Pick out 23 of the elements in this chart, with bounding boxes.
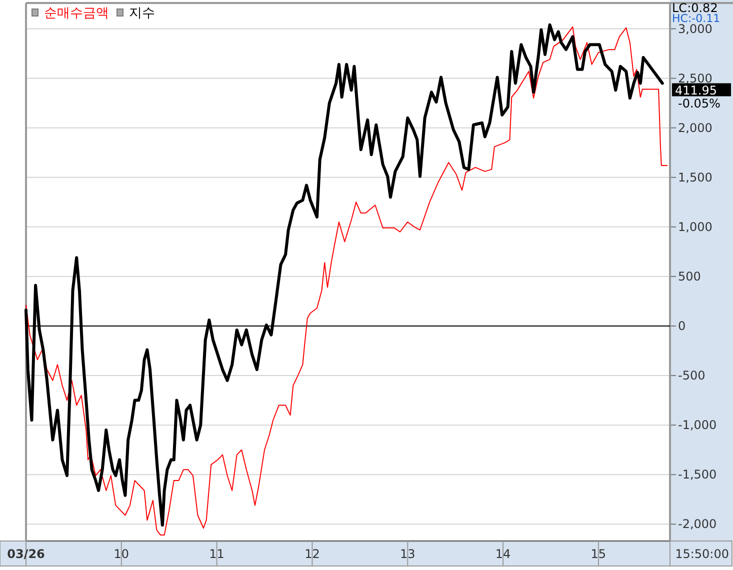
y-tick-label: -1,000	[678, 418, 717, 432]
text: 지수	[129, 6, 155, 21]
text: LC:0.82	[672, 1, 718, 15]
y-tick-label: -1,500	[678, 468, 717, 482]
annotation: 411.95	[675, 83, 717, 98]
y-tick-label: 2,500	[678, 71, 712, 86]
x-tick-label: 03/26	[7, 547, 45, 561]
y-tick-label: 1,000	[678, 220, 712, 234]
y-tick-label: -2,000	[678, 517, 717, 532]
y-tick-label: -500	[678, 368, 706, 383]
text: -0.05%	[678, 96, 720, 110]
x-tick-label: 14	[495, 547, 511, 561]
text: 15:50:00	[675, 547, 729, 561]
y-tick-label: 0	[678, 319, 686, 333]
x-tick-label: 10	[114, 547, 130, 561]
x-tick-label: 11	[209, 547, 224, 561]
y-tick-label: 1,500	[678, 170, 712, 184]
x-tick-label: 12	[304, 547, 320, 561]
y-tick-label: 500	[678, 269, 701, 284]
y-tick-label: 2,000	[678, 120, 712, 135]
text: 순매수금액	[44, 6, 109, 21]
x-tick-label: 15	[590, 547, 606, 561]
x-tick-label: 13	[400, 547, 416, 561]
